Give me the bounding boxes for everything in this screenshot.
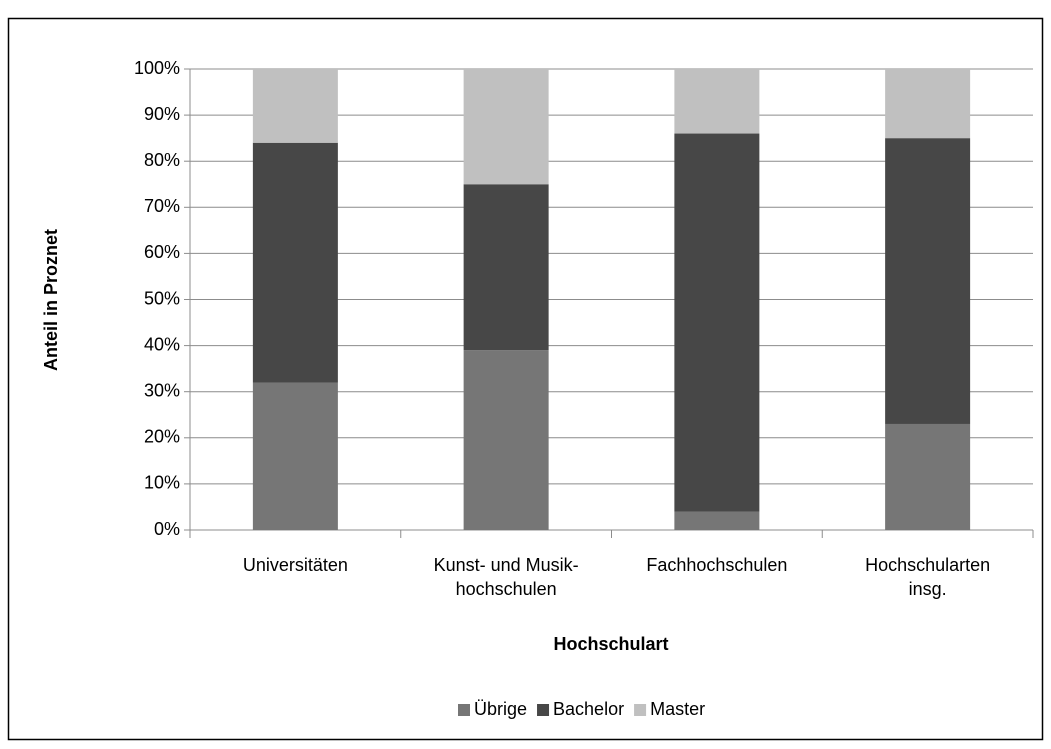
- bar-segment: [674, 511, 760, 530]
- x-tick-label: Kunst- und Musik-hochschulen: [434, 555, 579, 599]
- bar-segment: [252, 142, 338, 383]
- y-tick-label: 80%: [144, 150, 180, 170]
- x-tick-label: Fachhochschulen: [646, 555, 787, 575]
- x-tick-label: Hochschularten insg.: [865, 555, 990, 599]
- x-tick-label: Universitäten: [243, 555, 348, 575]
- y-tick-label: 100%: [134, 58, 180, 78]
- legend-label: Master: [650, 699, 705, 719]
- legend-label: Übrige: [474, 699, 527, 719]
- y-axis-title: Anteil in Proznet: [41, 229, 61, 371]
- y-tick-label: 10%: [144, 473, 180, 493]
- legend-swatch: [634, 704, 647, 716]
- y-tick-label: 0%: [154, 519, 180, 539]
- bar-segment: [252, 69, 338, 143]
- bar-segment: [885, 138, 971, 424]
- bar-segment: [885, 69, 971, 139]
- y-tick-label: 20%: [144, 427, 180, 447]
- y-tick-label: 90%: [144, 104, 180, 124]
- y-tick-label: 60%: [144, 242, 180, 262]
- y-tick-label: 70%: [144, 196, 180, 216]
- bar-segment: [463, 350, 549, 530]
- legend-swatch: [537, 704, 550, 716]
- legend-swatch: [458, 704, 470, 716]
- y-tick-label: 50%: [144, 288, 180, 308]
- bar-segment: [463, 69, 549, 185]
- bar-segment: [674, 133, 760, 512]
- y-tick-label: 30%: [144, 380, 180, 400]
- legend-label: Bachelor: [553, 699, 624, 719]
- bar-segment: [463, 184, 549, 351]
- bar-segment: [885, 423, 971, 530]
- bar-segment: [674, 69, 760, 134]
- y-tick-label: 40%: [144, 334, 180, 354]
- x-axis-title: Hochschulart: [553, 634, 668, 654]
- bar-segment: [252, 382, 338, 530]
